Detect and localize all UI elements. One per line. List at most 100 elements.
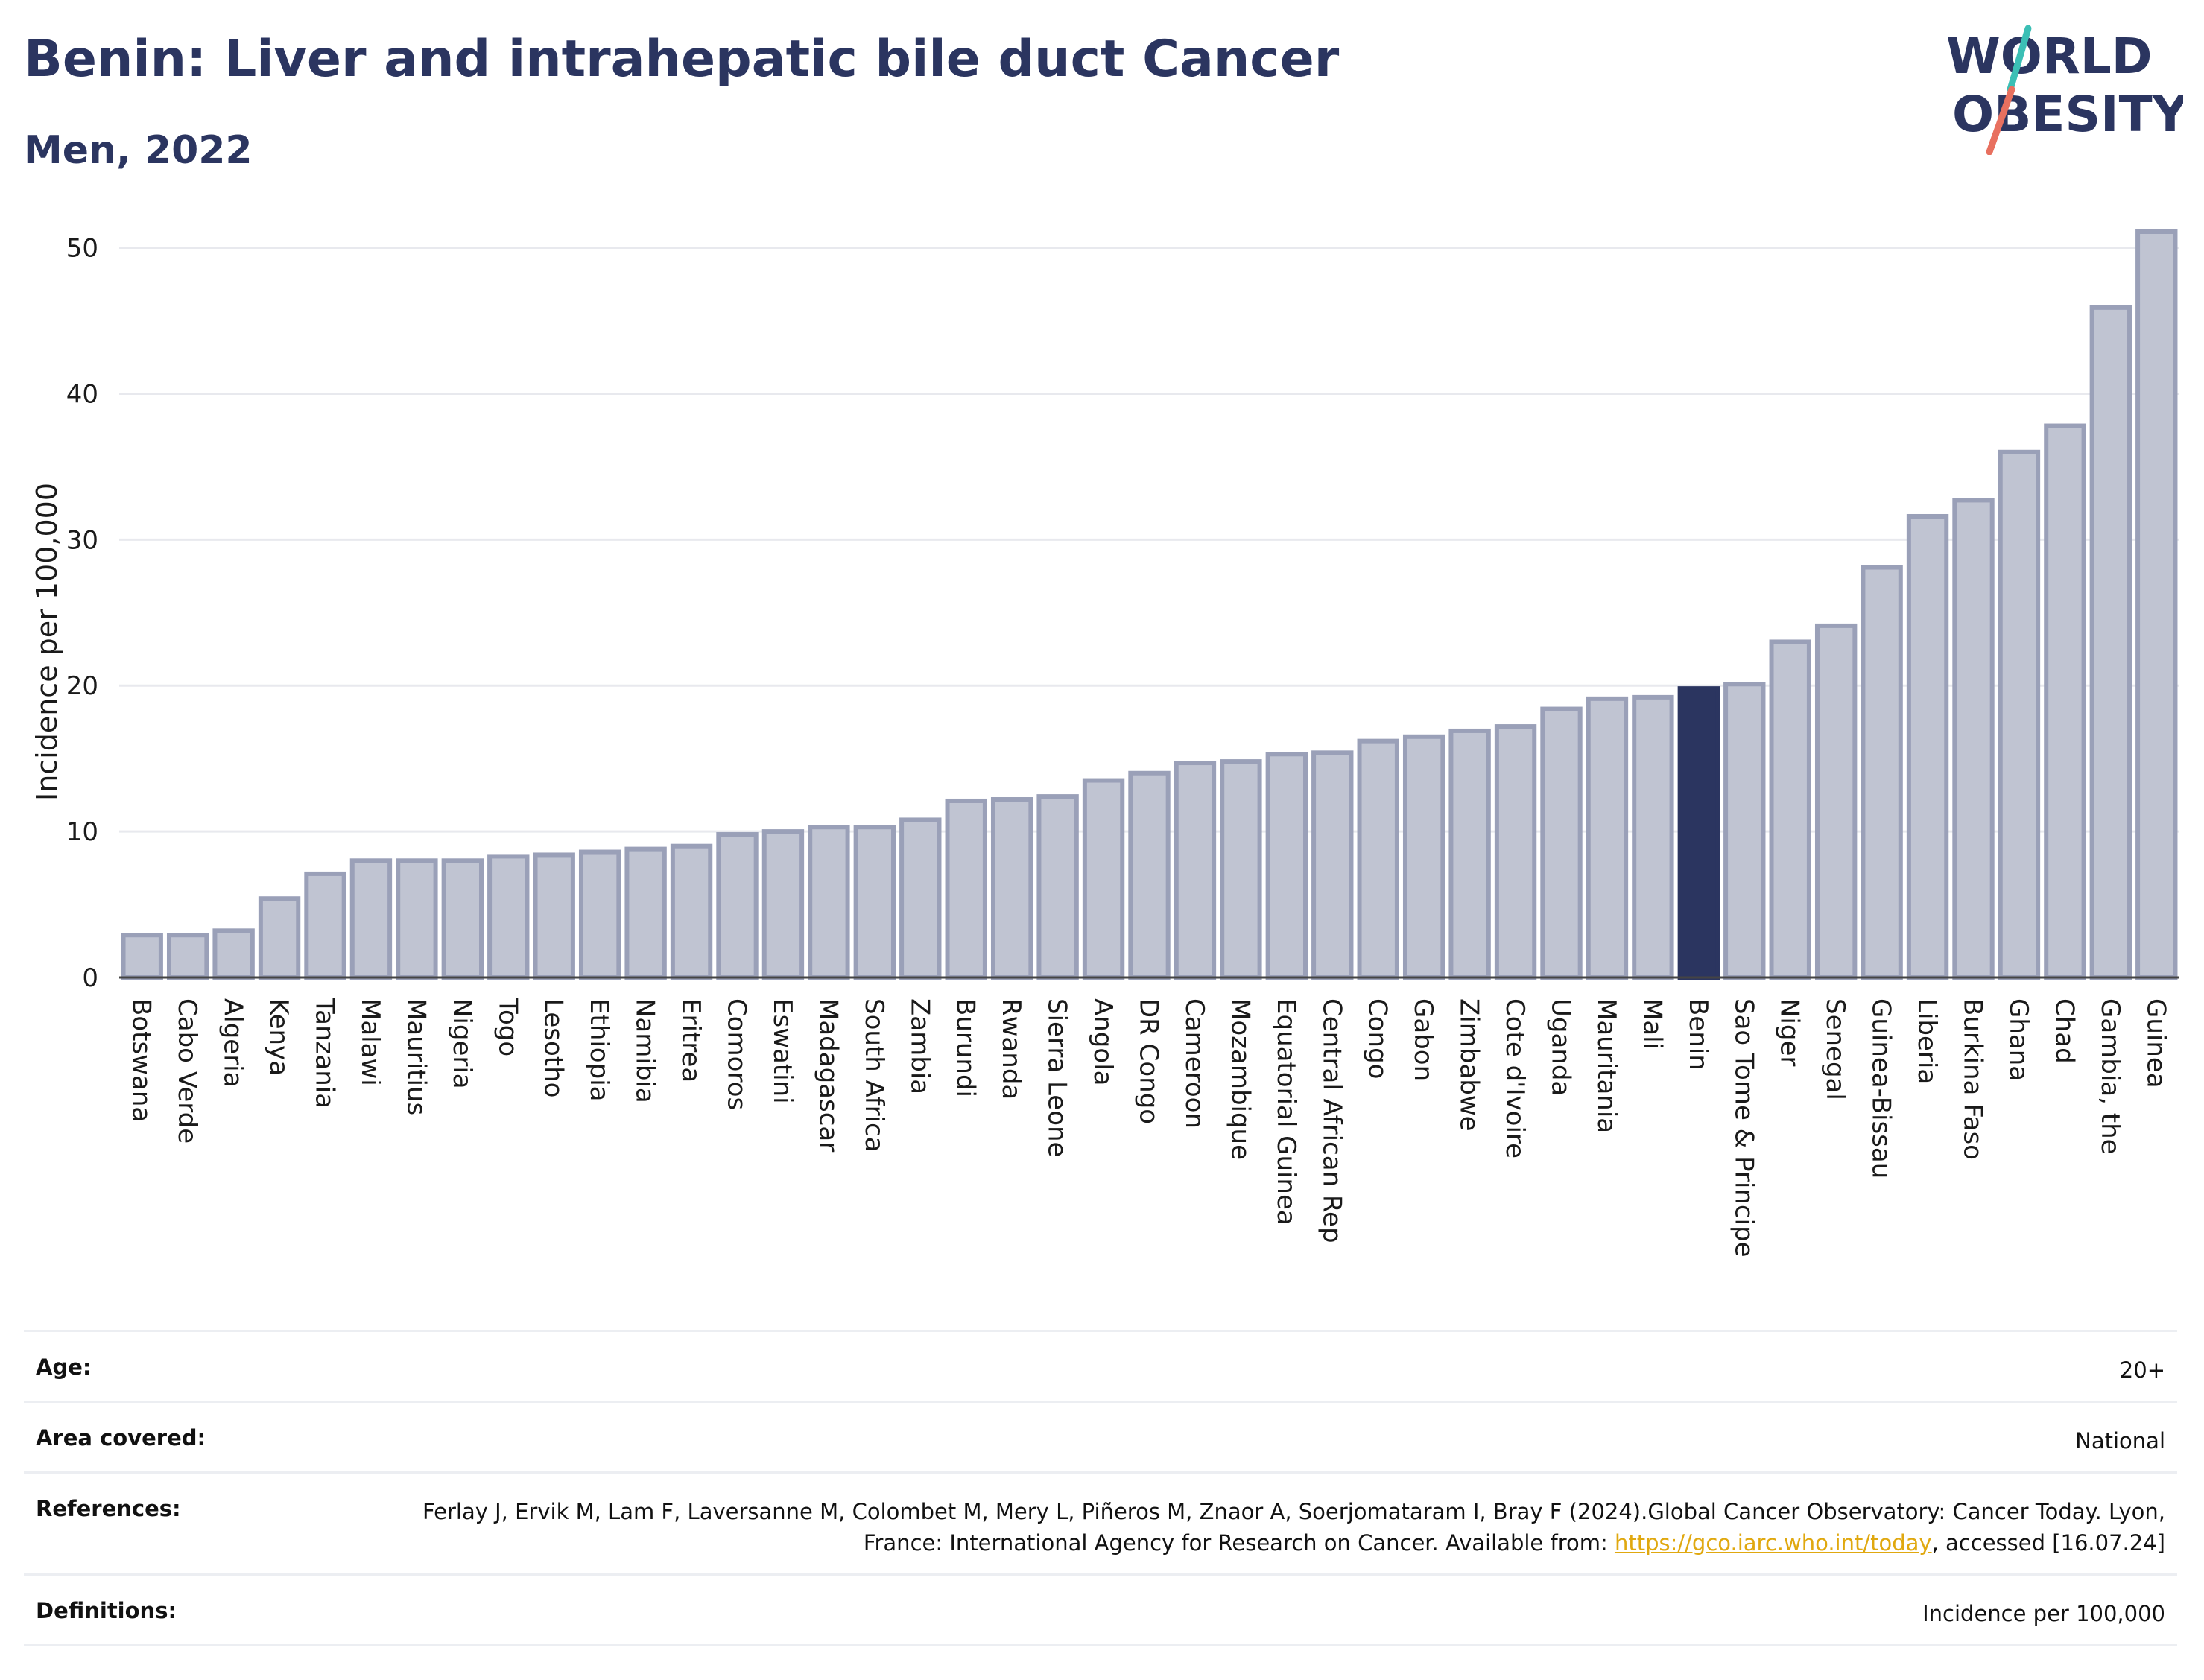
- bar-comoros: [716, 832, 759, 980]
- bar-liberia: [1906, 513, 1949, 980]
- logo-line2: OBESITY: [1952, 86, 2183, 143]
- x-tick-label: Congo: [1363, 998, 1393, 1079]
- info-definitions-label: Definitions:: [36, 1598, 177, 1623]
- bar-rwanda: [990, 797, 1033, 980]
- x-tick-label: Senegal: [1820, 998, 1850, 1100]
- bar-togo: [487, 854, 530, 980]
- x-tick-label: Tanzania: [310, 998, 340, 1109]
- bar-cameroon: [1174, 761, 1217, 980]
- x-tick-label: Madagascar: [813, 998, 843, 1152]
- info-age-label: Age:: [36, 1354, 92, 1380]
- x-tick-label: Mauritania: [1592, 998, 1621, 1133]
- info-row-area: Area covered: National: [24, 1401, 2177, 1471]
- logo-line1: WORLD: [1946, 28, 2153, 85]
- bar-zambia: [899, 817, 942, 980]
- x-tick-label: Togo: [493, 998, 522, 1056]
- info-definitions-value: Incidence per 100,000: [1922, 1601, 2165, 1626]
- x-tick-label: Guinea-Bissau: [1866, 998, 1896, 1179]
- x-tick-label: Cameroon: [1179, 998, 1209, 1129]
- x-tick-label: Zimbabwe: [1454, 998, 1484, 1132]
- y-tick-labels: 0 10 20 30 40 50: [66, 234, 98, 993]
- y-tick-label: 10: [66, 817, 98, 847]
- bar-mauritius: [396, 858, 438, 980]
- page-subtitle: Men, 2022: [24, 128, 253, 173]
- info-row-references: References: Ferlay J, Ervik M, Lam F, La…: [24, 1471, 2177, 1573]
- x-tick-label: Ghana: [2004, 998, 2033, 1081]
- bar-uganda: [1540, 706, 1583, 980]
- bar-burundi: [945, 798, 987, 980]
- x-tick-label: Eswatini: [767, 998, 797, 1104]
- x-tick-label: Benin: [1683, 998, 1713, 1071]
- x-tick-label: Malawi: [355, 998, 385, 1086]
- x-tick-label: Gabon: [1408, 998, 1438, 1081]
- x-tick-label: Niger: [1775, 998, 1805, 1066]
- info-references-value: Ferlay J, Ervik M, Lam F, Laversanne M, …: [362, 1496, 2165, 1559]
- x-tick-label: Botswana: [127, 998, 156, 1122]
- bar-malawi: [349, 858, 393, 980]
- x-tick-label: Cote d'Ivoire: [1500, 998, 1530, 1158]
- reference-link[interactable]: https://gco.iarc.who.int/today: [1614, 1530, 1932, 1556]
- y-tick-label: 20: [66, 671, 98, 701]
- x-tick-label: Eritrea: [676, 998, 706, 1083]
- x-tick-label: Mozambique: [1225, 998, 1255, 1160]
- bar-central-african-rep: [1311, 750, 1354, 980]
- bars: [121, 229, 2178, 980]
- x-tick-label: Rwanda: [996, 998, 1026, 1100]
- y-tick-label: 30: [66, 525, 98, 555]
- info-area-label: Area covered:: [36, 1425, 206, 1451]
- bar-algeria: [212, 928, 255, 980]
- bar-sao-tome-principe: [1723, 682, 1766, 980]
- bar-eswatini: [761, 829, 805, 980]
- bar-congo: [1357, 738, 1399, 980]
- bar-dr-congo: [1128, 770, 1171, 980]
- bar-sierra-leone: [1036, 794, 1079, 980]
- bar-eritrea: [670, 843, 713, 980]
- bar-gabon: [1402, 734, 1445, 980]
- bar-niger: [1769, 639, 1811, 980]
- bar-angola: [1082, 778, 1125, 980]
- logo-teal-slash: [2007, 25, 2032, 93]
- x-tick-label: Cabo Verde: [172, 998, 202, 1144]
- bar-guinea: [2135, 229, 2178, 980]
- bar-mozambique: [1220, 759, 1262, 980]
- y-tick-label: 50: [66, 234, 98, 264]
- info-area-value: National: [2075, 1428, 2165, 1454]
- info-references-label: References:: [36, 1496, 181, 1521]
- x-tick-label: Gambia, the: [2095, 998, 2125, 1155]
- bar-chad: [2044, 423, 2086, 980]
- bar-senegal: [1814, 623, 1858, 980]
- bar-equatorial-guinea: [1265, 752, 1308, 980]
- bar-gambia-the: [2089, 305, 2132, 980]
- x-tick-label: Namibia: [630, 998, 660, 1103]
- bar-nigeria: [441, 858, 484, 980]
- bar-ghana: [1998, 449, 2041, 980]
- reference-text: Ferlay J, Ervik M, Lam F, Laversanne M, …: [422, 1499, 2165, 1556]
- x-tick-label: Mali: [1637, 998, 1667, 1050]
- bar-mauritania: [1586, 696, 1629, 980]
- y-tick-label: 40: [66, 379, 98, 409]
- reference-accessed: , accessed [16.07.24]: [1931, 1530, 2165, 1556]
- info-row-age: Age: 20+: [24, 1330, 2177, 1401]
- x-tick-label: Sierra Leone: [1042, 998, 1072, 1157]
- x-tick-label: Guinea: [2141, 998, 2170, 1088]
- bar-tanzania: [304, 871, 346, 980]
- x-tick-label: Mauritius: [401, 998, 431, 1115]
- bar-mali: [1632, 694, 1674, 980]
- world-obesity-logo: WORLD OBESITY: [1946, 25, 2183, 155]
- x-tick-label: Zambia: [905, 998, 934, 1094]
- bar-madagascar: [808, 825, 850, 980]
- x-tick-label: Nigeria: [447, 998, 477, 1089]
- info-table: Age: 20+ Area covered: National Referenc…: [24, 1330, 2177, 1646]
- bar-benin: [1677, 686, 1720, 980]
- y-axis-label: Incidence per 100,000: [31, 483, 63, 801]
- bar-ethiopia: [578, 849, 621, 980]
- bar-kenya: [258, 896, 301, 980]
- bar-zimbabwe: [1448, 728, 1491, 980]
- x-tick-label: Ethiopia: [584, 998, 614, 1101]
- bar-botswana: [121, 933, 163, 980]
- bar-burkina-faso: [1952, 498, 1995, 980]
- logo-coral-slash: [1986, 86, 2015, 155]
- x-tick-label: Central African Rep: [1317, 998, 1346, 1243]
- page-title: Benin: Liver and intrahepatic bile duct …: [24, 30, 1340, 89]
- bar-cabo-verde: [166, 933, 209, 980]
